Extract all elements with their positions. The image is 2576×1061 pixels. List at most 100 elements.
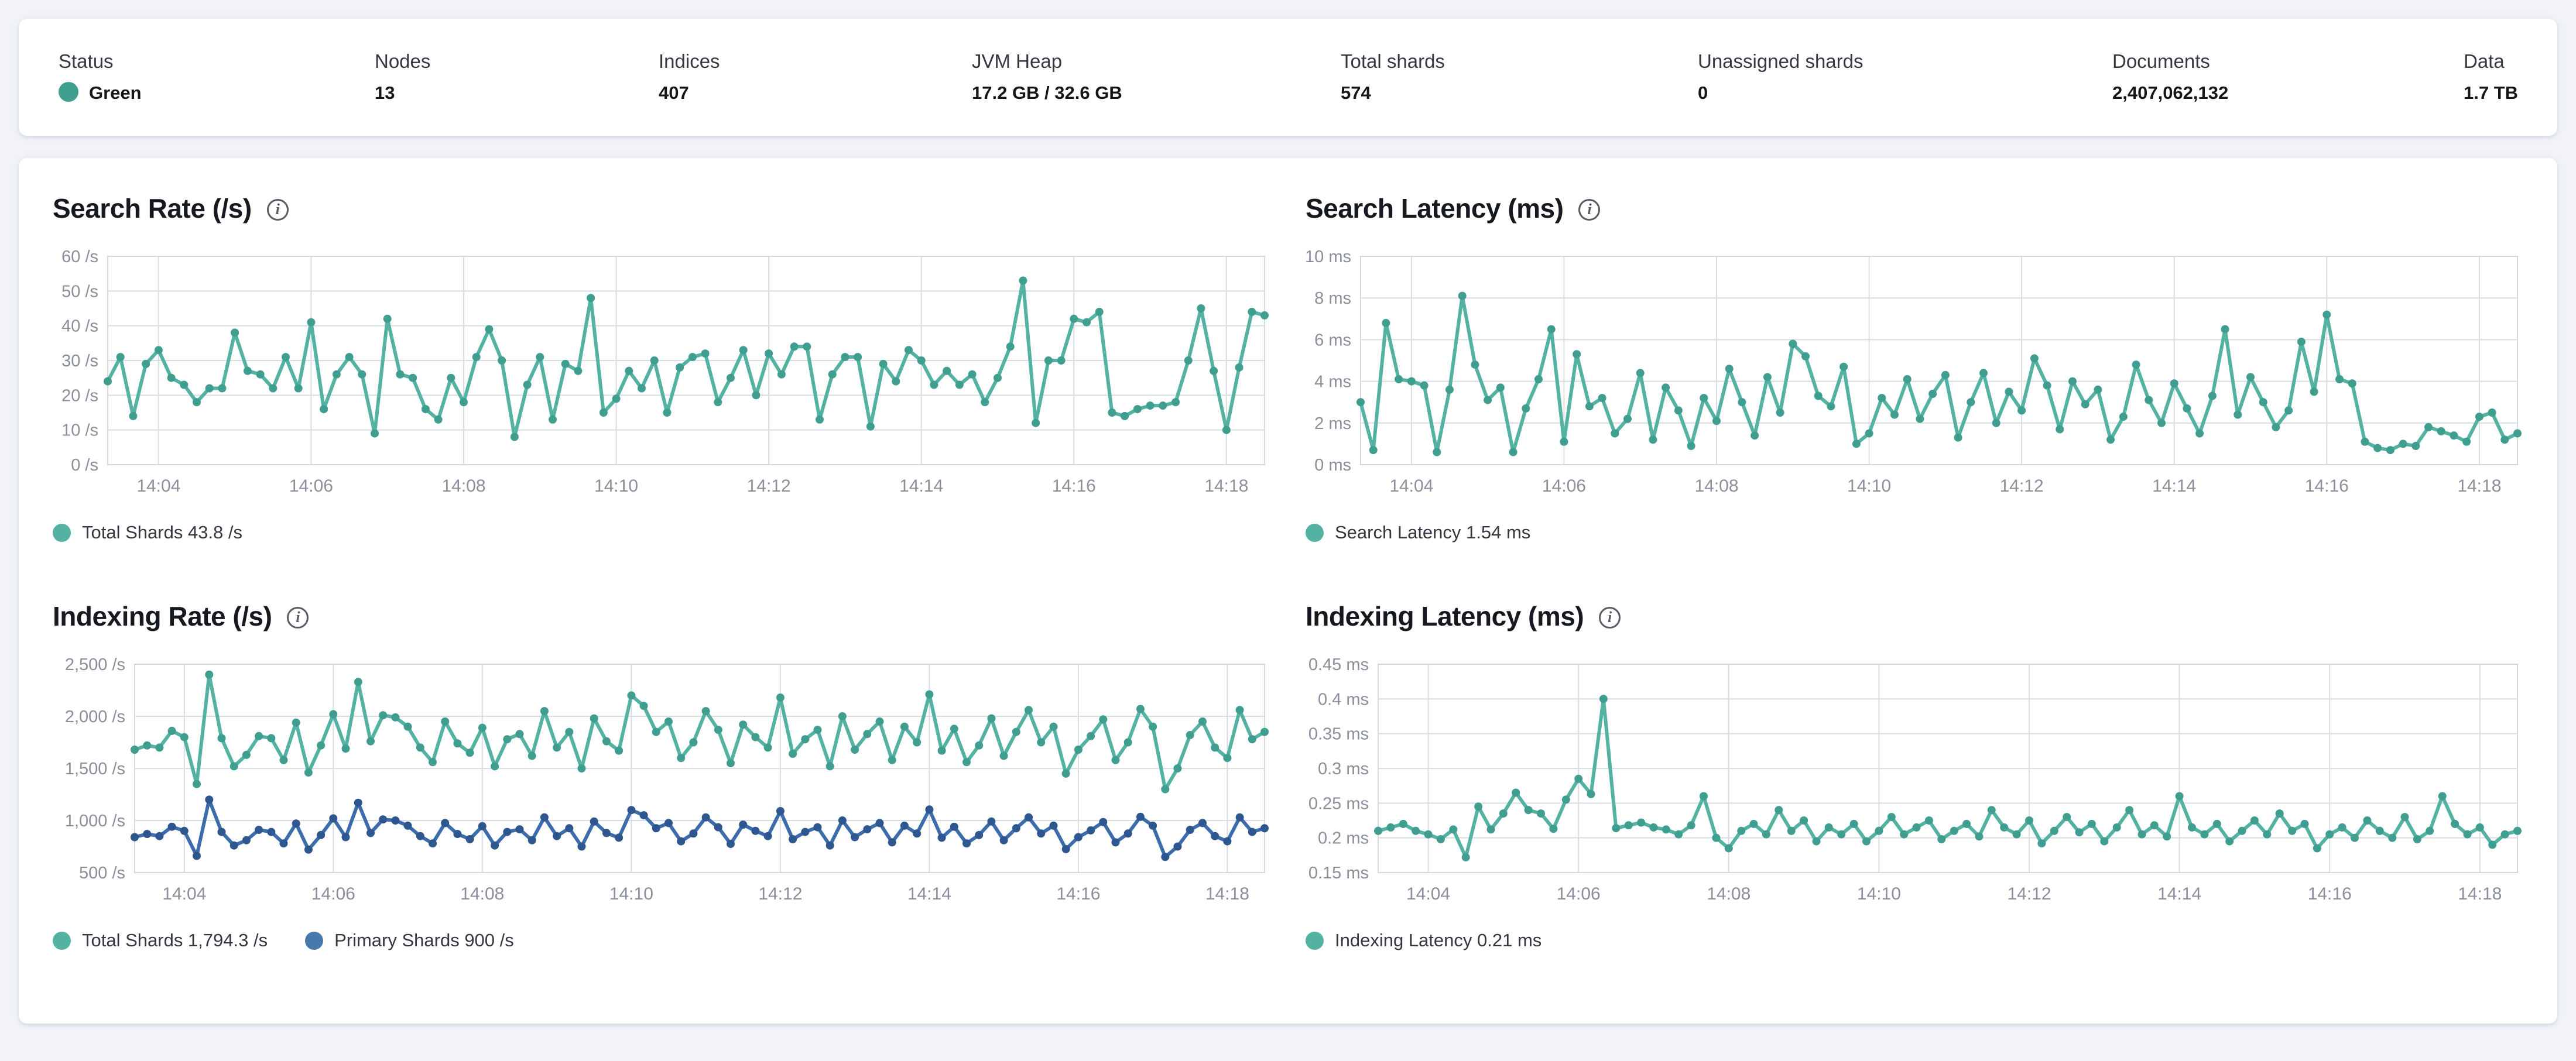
svg-text:14:16: 14:16 <box>2305 476 2349 496</box>
info-icon[interactable] <box>266 198 289 221</box>
svg-text:14:14: 14:14 <box>2152 476 2196 496</box>
svg-text:50 /s: 50 /s <box>61 282 98 301</box>
svg-text:14:04: 14:04 <box>1389 476 1433 496</box>
svg-text:14:14: 14:14 <box>2157 884 2201 904</box>
chart-legend: Indexing Latency 0.21 ms <box>1306 929 2523 952</box>
stat-total-shards: Total shards 574 <box>1341 50 1445 104</box>
svg-text:14:08: 14:08 <box>460 884 504 904</box>
svg-text:0 /s: 0 /s <box>71 456 98 475</box>
stat-value: Green <box>59 82 142 104</box>
svg-text:2 ms: 2 ms <box>1314 414 1351 433</box>
stat-indices: Indices 407 <box>659 50 720 104</box>
stat-label: Indices <box>659 50 720 72</box>
legend-item: Total Shards 43.8 /s <box>53 522 242 543</box>
chart-block-indexing-rate: Indexing Rate (/s) 500 /s 1,000 /s 1,500 /… <box>53 600 1270 952</box>
stat-jvm-heap: JVM Heap 17.2 GB / 32.6 GB <box>972 50 1122 104</box>
stat-label: Documents <box>2112 50 2210 72</box>
svg-text:14:16: 14:16 <box>1056 884 1100 904</box>
status-text: Green <box>89 83 142 103</box>
stat-label: Status <box>59 50 114 72</box>
legend-label: Total Shards 1,794.3 /s <box>82 930 268 950</box>
svg-text:14:10: 14:10 <box>594 476 638 496</box>
legend-label: Search Latency 1.54 ms <box>1335 522 1531 542</box>
chart-canvas: 0 /s 10 /s 20 /s 30 /s 40 /s 50 /s 60 /s 14:04 1… <box>61 249 1269 496</box>
svg-text:14:18: 14:18 <box>2457 476 2501 496</box>
svg-text:14:12: 14:12 <box>758 884 802 904</box>
svg-text:0.45 ms: 0.45 ms <box>1308 657 1369 674</box>
stat-value: 17.2 GB / 32.6 GB <box>972 83 1122 103</box>
svg-text:14:06: 14:06 <box>289 476 333 496</box>
svg-text:14:08: 14:08 <box>1707 884 1751 904</box>
chart-title: Indexing Rate (/s) <box>53 601 272 631</box>
search-latency-chart[interactable]: 0 ms 2 ms 4 ms 6 ms 8 ms 10 ms 14:04 14:06 14:08… <box>1306 249 2523 501</box>
svg-text:0.15 ms: 0.15 ms <box>1308 864 1369 883</box>
stat-value: 574 <box>1341 83 1371 103</box>
svg-text:10 /s: 10 /s <box>61 421 98 440</box>
legend-item: Indexing Latency 0.21 ms <box>1306 930 1542 951</box>
legend-dot-icon <box>1306 523 1324 542</box>
legend-item: Primary Shards 900 /s <box>305 930 514 951</box>
chart-title: Indexing Latency (ms) <box>1306 601 1584 631</box>
svg-text:14:08: 14:08 <box>1694 476 1738 496</box>
info-icon[interactable] <box>287 606 309 629</box>
svg-text:14:10: 14:10 <box>1847 476 1891 496</box>
svg-text:8 ms: 8 ms <box>1314 289 1351 308</box>
legend-dot-icon <box>305 931 324 950</box>
svg-text:14:14: 14:14 <box>899 476 943 496</box>
chart-title: Search Rate (/s) <box>53 193 252 224</box>
stat-value: 407 <box>659 83 689 103</box>
stat-label: Data <box>2464 50 2505 72</box>
svg-text:14:12: 14:12 <box>747 476 791 496</box>
chart-canvas: 0.15 ms 0.2 ms 0.25 ms 0.3 ms 0.35 ms 0.4 ms 0… <box>1308 657 2522 904</box>
svg-text:0.35 ms: 0.35 ms <box>1308 725 1369 744</box>
indexing-latency-chart[interactable]: 0.15 ms 0.2 ms 0.25 ms 0.3 ms 0.35 ms 0.4 ms 0… <box>1306 657 2523 909</box>
svg-text:14:18: 14:18 <box>2458 884 2502 904</box>
chart-canvas: 0 ms 2 ms 4 ms 6 ms 8 ms 10 ms 14:04 14:06 14:08… <box>1306 249 2522 496</box>
legend-dot-icon <box>53 931 71 950</box>
svg-text:14:18: 14:18 <box>1204 476 1248 496</box>
stat-status: Status Green <box>59 50 142 104</box>
svg-text:14:16: 14:16 <box>2308 884 2352 904</box>
stat-label: Unassigned shards <box>1698 50 1864 72</box>
stat-documents: Documents 2,407,062,132 <box>2112 50 2228 104</box>
legend-dot-icon <box>53 523 71 542</box>
legend-item: Search Latency 1.54 ms <box>1306 522 1530 543</box>
svg-text:0.25 ms: 0.25 ms <box>1308 794 1369 813</box>
svg-text:0.3 ms: 0.3 ms <box>1318 760 1369 778</box>
stat-label: Total shards <box>1341 50 1445 72</box>
chart-title: Search Latency (ms) <box>1306 193 1564 224</box>
svg-text:40 /s: 40 /s <box>61 317 98 336</box>
svg-text:10 ms: 10 ms <box>1306 249 1351 266</box>
svg-text:60 /s: 60 /s <box>61 249 98 266</box>
chart-block-search-latency: Search Latency (ms) 0 ms 2 ms 4 ms 6 ms 8 ms… <box>1306 192 2523 544</box>
svg-text:14:04: 14:04 <box>1406 884 1450 904</box>
stat-data: Data 1.7 TB <box>2464 50 2518 104</box>
indexing-rate-chart[interactable]: 500 /s 1,000 /s 1,500 /s 2,000 /s 2,500 /s 14… <box>53 657 1270 909</box>
svg-text:14:18: 14:18 <box>1205 884 1249 904</box>
svg-text:6 ms: 6 ms <box>1314 331 1351 349</box>
stat-value: 2,407,062,132 <box>2112 83 2229 103</box>
chart-block-indexing-latency: Indexing Latency (ms) 0.15 ms 0.2 ms 0.25 … <box>1306 600 2523 952</box>
stat-label: Nodes <box>375 50 431 72</box>
svg-text:14:08: 14:08 <box>441 476 485 496</box>
info-icon[interactable] <box>1599 606 1621 629</box>
chart-legend: Search Latency 1.54 ms <box>1306 521 2523 544</box>
svg-text:14:12: 14:12 <box>2000 476 2044 496</box>
search-rate-chart[interactable]: 0 /s 10 /s 20 /s 30 /s 40 /s 50 /s 60 /s 14:04 1… <box>53 249 1270 501</box>
svg-text:14:06: 14:06 <box>311 884 355 904</box>
legend-label: Primary Shards 900 /s <box>334 930 514 950</box>
svg-text:30 /s: 30 /s <box>61 352 98 370</box>
svg-text:14:16: 14:16 <box>1052 476 1096 496</box>
svg-text:14:06: 14:06 <box>1557 884 1601 904</box>
stat-value: 1.7 TB <box>2464 83 2519 103</box>
svg-text:0.4 ms: 0.4 ms <box>1318 690 1369 709</box>
chart-legend: Total Shards 1,794.3 /s Primary Shards 90… <box>53 929 1270 952</box>
svg-text:14:14: 14:14 <box>907 884 951 904</box>
legend-label: Total Shards 43.8 /s <box>82 522 242 542</box>
metrics-panel: Search Rate (/s) 0 /s 10 /s 20 /s 30 /s 40 /… <box>19 158 2557 1024</box>
chart-block-search-rate: Search Rate (/s) 0 /s 10 /s 20 /s 30 /s 40 /… <box>53 192 1270 544</box>
info-icon[interactable] <box>1578 198 1601 221</box>
svg-text:14:10: 14:10 <box>609 884 653 904</box>
legend-item: Total Shards 1,794.3 /s <box>53 930 268 951</box>
legend-dot-icon <box>1306 931 1324 950</box>
